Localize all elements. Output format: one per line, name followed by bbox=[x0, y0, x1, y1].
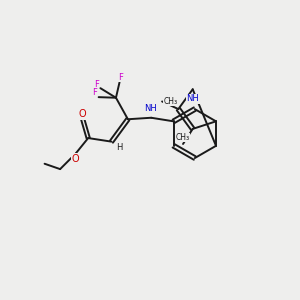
Text: NH: NH bbox=[186, 94, 199, 103]
Text: F: F bbox=[92, 88, 97, 98]
Text: O: O bbox=[78, 109, 86, 119]
Text: CH₃: CH₃ bbox=[164, 97, 178, 106]
Text: H: H bbox=[116, 142, 122, 152]
Text: F: F bbox=[118, 73, 123, 82]
Text: CH₃: CH₃ bbox=[176, 133, 190, 142]
Text: O: O bbox=[71, 154, 79, 164]
Text: NH: NH bbox=[144, 104, 157, 113]
Text: F: F bbox=[94, 80, 99, 88]
